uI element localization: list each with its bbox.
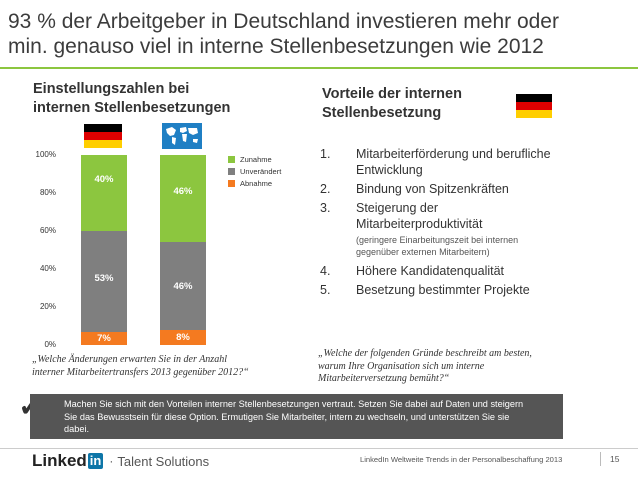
- y-tick-label: 100%: [35, 150, 56, 159]
- legend-swatch-orange: [228, 179, 235, 187]
- title-line-1: 93 % der Arbeitgeber in Deutschland inve…: [8, 10, 559, 33]
- y-tick-label: 20%: [39, 302, 56, 311]
- recommendation-banner: Machen Sie sich mit den Vorteilen intern…: [30, 394, 563, 439]
- left-quote-line-1: „Welche Änderungen erwarten Sie in der A…: [32, 354, 227, 365]
- list-number: 4.: [320, 264, 331, 278]
- banner-line-3: dabei.: [64, 424, 90, 434]
- logo-text-linked: Linked: [32, 451, 87, 470]
- right-title-line-1: Vorteile der internen: [322, 86, 462, 102]
- footer-separator: [600, 452, 601, 466]
- left-section-title: Einstellungszahlen bei internen Stellenb…: [33, 80, 230, 118]
- legend-label-unveraendert: Unverändert: [240, 166, 282, 176]
- list-item: 1. Mitarbeiterförderung und berufliche E…: [320, 146, 620, 178]
- list-text: Steigerung der Mitarbeiterproduktivität: [356, 200, 620, 232]
- legend-swatch-grey: [228, 167, 235, 175]
- bar-segment-unveraendert-0: 53%: [81, 231, 127, 332]
- banner-line-1: Machen Sie sich mit den Vorteilen intern…: [64, 399, 524, 409]
- data-label: 46%: [173, 280, 193, 292]
- bar-segment-abnahme-0: 7%: [81, 331, 127, 345]
- legend-label-abnahme: Abnahme: [240, 178, 273, 188]
- bar-segment-abnahme-1: 8%: [160, 329, 206, 345]
- list-number: 5.: [320, 283, 331, 297]
- list-item: 5. Besetzung bestimmter Projekte: [320, 282, 620, 298]
- germany-flag-icon: [84, 124, 122, 148]
- legend-swatch-green: [228, 155, 235, 163]
- footer-divider: [0, 448, 638, 449]
- list-text: Bindung von Spitzenkräften: [356, 182, 509, 196]
- left-question-quote: „Welche Änderungen erwarten Sie in der A…: [32, 354, 292, 379]
- world-map-icon: [162, 123, 202, 149]
- right-quote-line-1: „Welche der folgenden Gründe beschreibt …: [318, 348, 532, 359]
- bar-segment-zunahme-0: 40%: [81, 155, 127, 231]
- right-section-title: Vorteile der internen Stellenbesetzung: [322, 85, 462, 123]
- chart-legend: Zunahme Unverändert Abnahme: [228, 153, 281, 189]
- y-tick-label: 0%: [44, 340, 56, 349]
- list-text: Mitarbeiterförderung und berufliche Entw…: [356, 146, 620, 178]
- germany-flag-icon-right: [516, 94, 552, 118]
- left-quote-line-2: interner Mitarbeitertransfers 2013 gegen…: [32, 366, 249, 378]
- note-line-2: gegenüber externen Mitarbeitern): [356, 247, 490, 257]
- linkedin-logo: Linked in · Talent Solutions: [32, 451, 209, 471]
- right-quote-line-2: warum Ihre Organisation sich um interne: [318, 360, 485, 372]
- legend-item-zunahme: Zunahme: [228, 153, 281, 165]
- list-text: Höhere Kandidatenqualität: [356, 264, 505, 278]
- list-item: 2. Bindung von Spitzenkräften: [320, 181, 620, 197]
- list-text-line-2: Entwicklung: [356, 163, 423, 177]
- data-label: 8%: [176, 331, 190, 343]
- benefits-list: 1. Mitarbeiterförderung und berufliche E…: [320, 146, 620, 301]
- right-question-quote: „Welche der folgenden Gründe beschreibt …: [318, 348, 608, 386]
- right-title-line-2: Stellenbesetzung: [322, 105, 442, 121]
- page-title: 93 % der Arbeitgeber in Deutschland inve…: [8, 9, 633, 59]
- list-item: 3. Steigerung der Mitarbeiterproduktivit…: [320, 200, 620, 232]
- data-label: 7%: [97, 332, 111, 344]
- data-label: 40%: [94, 173, 114, 185]
- source-text: LinkedIn Weltweite Trends in der Persona…: [360, 455, 563, 464]
- note-line-1: (geringere Einarbeitungszeit bei interne…: [356, 235, 519, 245]
- data-label: 46%: [173, 186, 193, 198]
- right-quote-line-3: Mitarbeiterversetzung bemüht?“: [318, 373, 450, 384]
- logo-in-badge: in: [87, 453, 104, 469]
- y-tick-label: 80%: [39, 188, 56, 197]
- y-tick-label: 40%: [39, 264, 56, 273]
- list-note: (geringere Einarbeitungszeit bei interne…: [356, 234, 620, 258]
- list-text-line-1: Steigerung der: [356, 201, 439, 215]
- page-number: 15: [610, 454, 620, 464]
- list-number: 1.: [320, 147, 331, 161]
- bar-segment-zunahme-1: 46%: [160, 155, 206, 243]
- product-name: Talent Solutions: [117, 453, 210, 469]
- list-number: 3.: [320, 201, 331, 215]
- title-line-2: min. genauso viel in interne Stellenbese…: [8, 35, 544, 58]
- legend-item-abnahme: Abnahme: [228, 177, 281, 189]
- list-text-line-1: Mitarbeiterförderung und berufliche: [356, 147, 551, 161]
- left-title-line-2: internen Stellenbesetzungen: [33, 100, 231, 116]
- list-number: 2.: [320, 182, 331, 196]
- logo-dot: ·: [109, 454, 114, 468]
- stacked-bar-chart: 0% 20% 40% 60% 80% 100% 7% 53% 40% 8% 46% 46%: [0, 0, 320, 360]
- title-divider: [0, 67, 638, 69]
- legend-label-zunahme: Zunahme: [240, 154, 272, 164]
- y-tick-label: 60%: [39, 226, 56, 235]
- legend-item-unveraendert: Unverändert: [228, 165, 281, 177]
- list-item: 4. Höhere Kandidatenqualität: [320, 263, 620, 279]
- list-text: Besetzung bestimmter Projekte: [356, 283, 530, 297]
- data-label: 53%: [94, 272, 114, 284]
- left-title-line-1: Einstellungszahlen bei: [33, 81, 190, 97]
- list-text-line-2: Mitarbeiterproduktivität: [356, 217, 483, 231]
- banner-line-2: Sie das Bewusstsein für diese Option. Er…: [64, 411, 510, 422]
- bar-segment-unveraendert-1: 46%: [160, 242, 206, 330]
